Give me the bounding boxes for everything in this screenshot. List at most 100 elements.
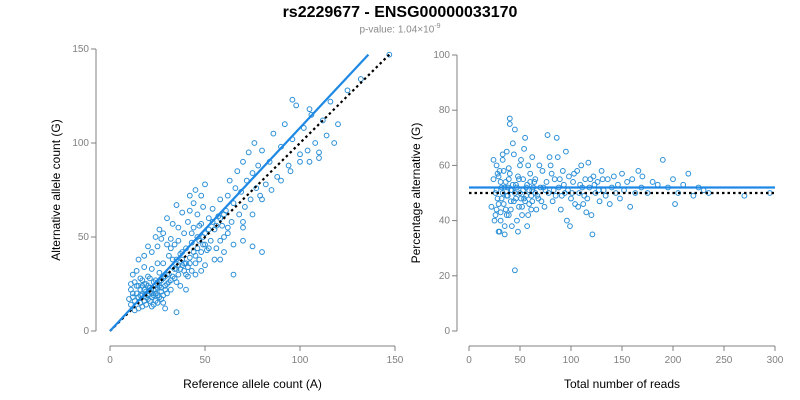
data-point [148,294,155,301]
x-tick-label: 50 [514,355,526,366]
data-point [169,220,176,227]
data-point [148,266,155,272]
data-point [202,181,208,188]
x-tick-label: 150 [614,355,631,366]
data-point [564,217,570,224]
data-point [497,179,504,185]
data-point [171,241,178,248]
data-point [506,170,513,177]
data-point [539,168,546,174]
data-point [139,303,146,310]
data-point [242,204,248,210]
data-point [173,256,180,263]
data-point [188,230,195,237]
data-point [505,165,512,172]
data-point [207,237,214,244]
data-point [274,173,281,180]
data-point [606,201,613,207]
data-point [531,179,538,185]
data-point [171,266,178,272]
data-point [160,260,167,267]
data-point [516,176,522,183]
data-point [501,231,508,238]
left-panel-scatter: 0 50 100 150 0 50 100 150 Reference allele count… [49,44,404,391]
data-point [508,223,515,230]
data-point [167,235,174,242]
data-point [156,226,163,233]
data-point [494,195,501,202]
data-point [572,201,578,207]
data-point [506,121,513,127]
data-point [501,223,508,230]
data-point [532,190,539,196]
data-point [183,286,189,293]
data-point [154,260,161,267]
data-point [249,243,256,250]
y-tick-label: 20 [439,271,451,282]
data-point [602,192,609,199]
data-point [659,156,666,163]
data-point [179,209,186,216]
data-point [510,151,517,158]
data-point [164,241,170,248]
data-point [503,148,510,155]
data-point [202,241,208,248]
data-point [499,156,506,163]
chart-title: rs2229677 - ENSG00000033170 [282,4,518,21]
data-point [160,292,167,299]
data-point [588,212,595,218]
data-point [152,286,159,293]
data-point [571,170,577,177]
data-point [578,162,585,169]
x-tick-label: 100 [292,355,309,366]
data-point [327,98,334,105]
data-point [493,162,500,169]
data-point [581,192,588,199]
data-point [496,228,503,235]
data-point [514,217,520,224]
data-point [538,198,545,205]
data-point [135,256,142,263]
data-point [139,282,146,289]
data-point [224,224,231,231]
x-tick-label: 0 [466,355,472,366]
data-point [492,212,499,218]
data-point [512,126,518,133]
data-point [552,192,559,199]
data-point [169,273,176,280]
data-point [506,115,513,122]
data-point [240,237,246,244]
data-point [306,158,313,165]
data-point [192,271,199,278]
x-tick-label: 250 [716,355,733,366]
data-point [548,170,555,177]
data-point [585,159,592,166]
data-point [525,212,532,218]
y-tick-label: 0 [83,326,89,337]
data-point [164,215,170,222]
fit-line [109,53,370,332]
data-point [198,192,205,199]
data-point [499,190,506,196]
data-point [209,205,216,212]
data-point [253,185,260,192]
data-point [518,156,524,163]
data-point [160,275,167,282]
data-point [255,162,262,169]
data-point [230,271,237,278]
right-panel-scatter: 0 50 100 150 200 250 300 0 20 40 60 80 100 Total numb… [409,50,784,391]
data-point [192,187,199,193]
data-point [156,269,163,276]
data-point [543,179,550,185]
data-point [635,168,642,174]
data-point [685,170,692,177]
data-point [536,162,543,169]
data-point [141,264,148,270]
data-point [186,207,193,214]
data-point [627,203,634,210]
data-point [240,224,246,231]
data-point [541,203,548,210]
data-point [186,192,193,199]
data-point [528,206,535,213]
data-point [632,190,639,196]
